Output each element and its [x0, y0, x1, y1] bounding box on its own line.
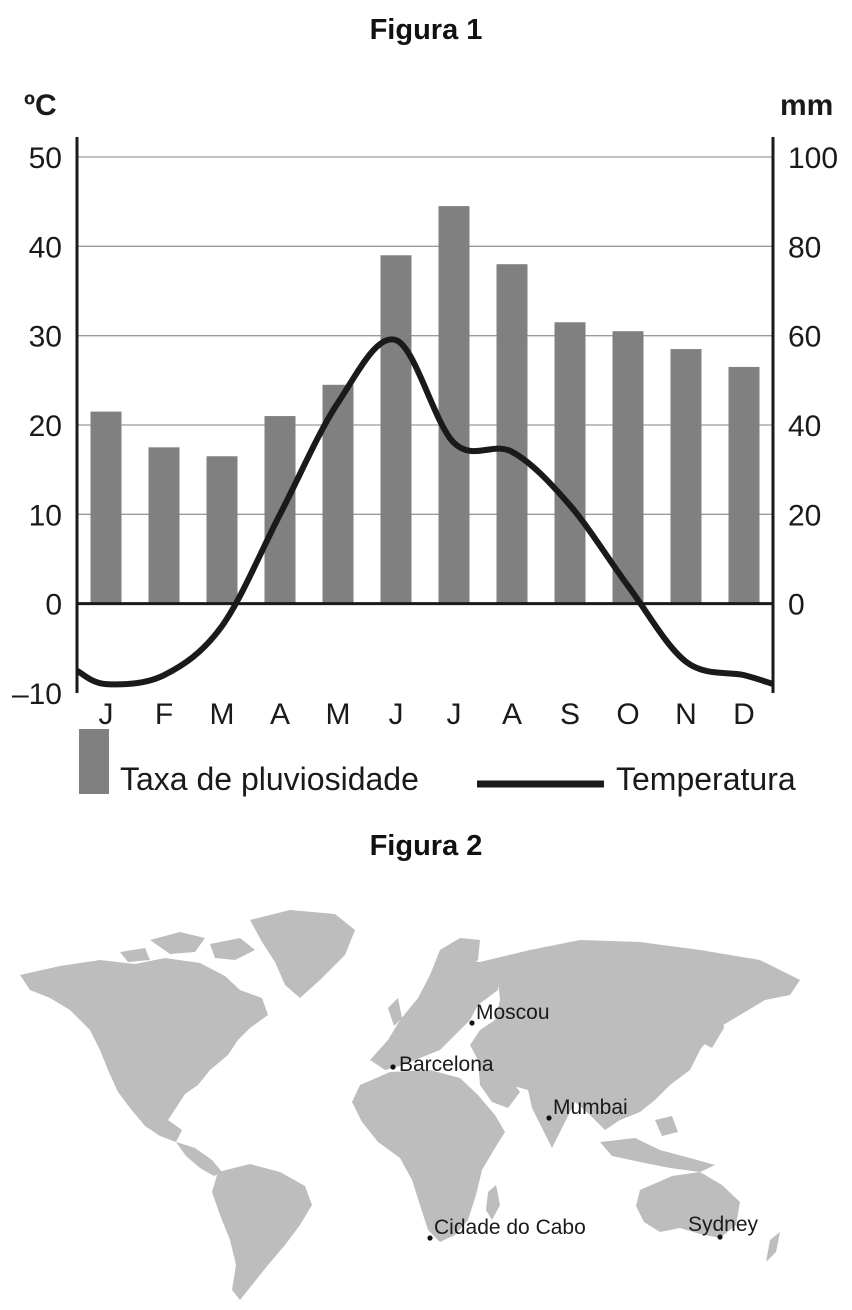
left-unit-label: ºC [24, 89, 57, 122]
city-label: Barcelona [399, 1053, 494, 1076]
month-label: A [270, 698, 290, 731]
month-label: J [447, 698, 462, 731]
month-label: O [616, 698, 639, 731]
city-label: Cidade do Cabo [434, 1216, 586, 1239]
month-label: S [560, 698, 580, 731]
india [528, 1090, 575, 1148]
rain-bar [554, 322, 586, 604]
figure-1-title: Figura 1 [369, 14, 483, 46]
city-label: Moscou [476, 1001, 550, 1024]
month-label: J [389, 698, 404, 731]
right-tick-label: 40 [788, 410, 821, 443]
axes [75, 137, 775, 693]
month-label: J [99, 698, 114, 731]
month-label: D [733, 698, 755, 731]
rain-bar [438, 206, 470, 604]
rainfall-bars [90, 206, 760, 604]
africa [352, 1070, 505, 1242]
city-dot [717, 1234, 723, 1240]
rain-bar [148, 447, 180, 604]
month-label: A [502, 698, 522, 731]
australia [636, 1172, 740, 1238]
central-america [176, 1142, 222, 1176]
city-label: Mumbai [553, 1096, 628, 1119]
legend-rain-swatch [79, 729, 109, 794]
right-unit-label: mm [780, 89, 833, 122]
sea-islands [600, 1116, 715, 1172]
rain-bar [380, 255, 412, 604]
month-label: M [210, 698, 235, 731]
british-isles [388, 998, 402, 1026]
europe [370, 960, 500, 1070]
right-tick-label: 60 [788, 321, 821, 354]
right-tick-label: 20 [788, 499, 821, 532]
rain-bar [496, 264, 528, 604]
city-dot [546, 1115, 552, 1121]
legend: Taxa de pluviosidade Temperatura [79, 729, 796, 797]
left-tick-label: 10 [29, 499, 62, 532]
japan [700, 1008, 724, 1048]
gridlines [77, 156, 773, 515]
month-label: M [326, 698, 351, 731]
world-map: Moscou Barcelona Mumbai Cidade do Cabo Sydne… [20, 910, 800, 1300]
right-tick-label: 0 [788, 589, 805, 622]
temperature-line [75, 336, 774, 688]
month-label: N [675, 698, 697, 731]
north-america [20, 958, 268, 1142]
south-america [212, 1164, 312, 1300]
scandinavia [430, 938, 480, 975]
land-masses [20, 910, 800, 1300]
new-zealand [766, 1232, 780, 1262]
city-dot [427, 1235, 433, 1241]
greenland [250, 910, 355, 998]
city-dot [390, 1064, 396, 1070]
left-tick-label: 50 [29, 142, 62, 175]
city-markers: Moscou Barcelona Mumbai Cidade do Cabo Sydne… [390, 1001, 759, 1241]
left-tick-label: 30 [29, 321, 62, 354]
rain-bar [206, 456, 238, 604]
arabia [478, 1060, 520, 1108]
rain-bar [728, 366, 760, 604]
legend-temp-label: Temperatura [616, 761, 796, 797]
asia [470, 940, 800, 1130]
legend-rain-label: Taxa de pluviosidade [120, 761, 419, 797]
figure-2-title: Figura 2 [369, 830, 483, 862]
left-tick-label: –10 [12, 678, 62, 711]
rain-bar [670, 349, 702, 604]
madagascar [486, 1185, 500, 1220]
rain-bar [612, 331, 644, 604]
left-tick-label: 0 [45, 589, 62, 622]
right-tick-label: 80 [788, 231, 821, 264]
temperature-line-layer [75, 336, 774, 688]
month-label: F [155, 698, 173, 731]
left-tick-label: 20 [29, 410, 62, 443]
rain-bar [90, 411, 122, 604]
city-dot [469, 1020, 475, 1026]
right-tick-label: 100 [788, 142, 838, 175]
city-label: Sydney [688, 1213, 759, 1236]
left-tick-label: 40 [29, 231, 62, 264]
arctic-islands [120, 932, 255, 962]
